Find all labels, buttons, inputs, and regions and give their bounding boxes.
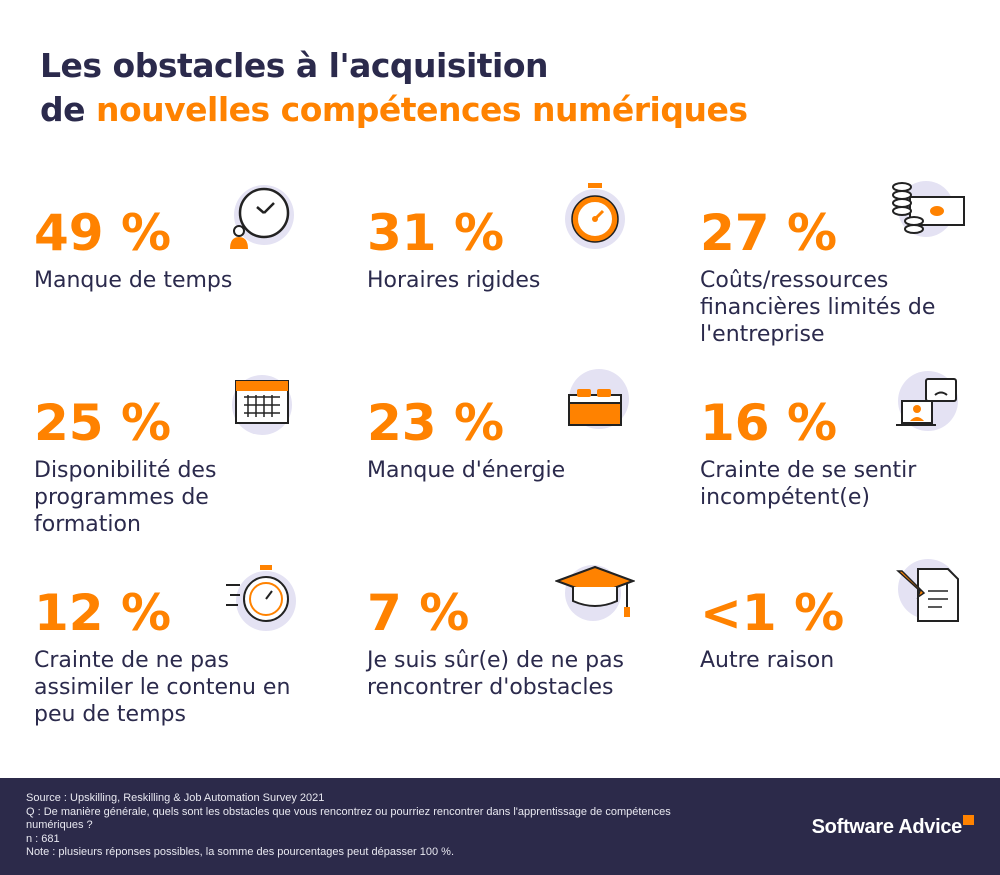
footer-n: n : 681 [26, 832, 60, 845]
page-title: Les obstacles à l'acquisition de nouvell… [40, 44, 748, 132]
calendar-icon [232, 375, 292, 435]
title-prefix: de [40, 90, 96, 129]
stopwatch-icon [565, 183, 625, 249]
stat-percentage: 12 % [34, 584, 172, 642]
clock-person-icon [230, 185, 294, 249]
footer-source: Source : Upskilling, Reskilling & Job Au… [26, 792, 325, 804]
stat-percentage: 25 % [34, 394, 172, 452]
video-call-sad-icon [896, 371, 958, 431]
graduation-cap-icon [555, 565, 635, 621]
stat-percentage: 31 % [367, 204, 505, 262]
bed-icon [568, 369, 629, 429]
logo-speech-mark [963, 815, 974, 825]
document-pencil-icon [896, 559, 959, 622]
stat-card: 27 % Coûts/ressources financières limité… [700, 181, 1000, 385]
stat-percentage: 23 % [367, 394, 505, 452]
stat-label: Autre raison [700, 648, 835, 673]
stat-label: Manque d'énergie [367, 458, 566, 483]
stat-label: Coûts/ressources financières limités de … [700, 268, 936, 347]
logo-text: Software Advice [811, 816, 963, 838]
title-line-2: de nouvelles compétences numériques [40, 88, 748, 132]
money-coins-icon [892, 181, 965, 237]
stat-card: 31 % Horaires rigides [367, 183, 667, 385]
title-highlight: nouvelles compétences numériques [96, 90, 748, 129]
stat-label: Manque de temps [34, 268, 233, 293]
footer-question: Q : De manière générale, quels sont les … [26, 805, 671, 832]
stat-card: 25 % Disponibilité des programmes de for… [34, 375, 334, 575]
stat-card: 23 % Manque d'énergie [367, 369, 667, 575]
fast-timer-icon [226, 565, 296, 631]
stat-percentage: <1 % [700, 584, 845, 642]
stat-label: Horaires rigides [367, 268, 541, 293]
stat-card: 49 % Manque de temps [34, 185, 334, 385]
stat-label: Disponibilité des programmes de formatio… [34, 458, 217, 537]
stat-label: Je suis sûr(e) de ne pas rencontrer d'ob… [367, 648, 625, 700]
stat-percentage: 16 % [700, 394, 838, 452]
stat-percentage: 49 % [34, 204, 172, 262]
stat-percentage: 7 % [367, 584, 470, 642]
stat-card: 7 % Je suis sûr(e) de ne pas rencontrer … [367, 565, 667, 765]
software-advice-logo: Software Advice [812, 815, 974, 839]
title-line-1: Les obstacles à l'acquisition [40, 46, 549, 85]
stat-card: 16 % Crainte de se sentir incompétent(e) [700, 371, 1000, 575]
stat-percentage: 27 % [700, 204, 838, 262]
stat-card: 12 % Crainte de ne pas assimiler le cont… [34, 565, 334, 765]
stat-label: Crainte de se sentir incompétent(e) [700, 458, 917, 510]
stat-card: <1 % Autre raison [700, 559, 1000, 765]
footer-note: Note : plusieurs réponses possibles, la … [26, 846, 455, 858]
footer: Source : Upskilling, Reskilling & Job Au… [0, 778, 1000, 875]
stat-label: Crainte de ne pas assimiler le contenu e… [34, 648, 291, 727]
